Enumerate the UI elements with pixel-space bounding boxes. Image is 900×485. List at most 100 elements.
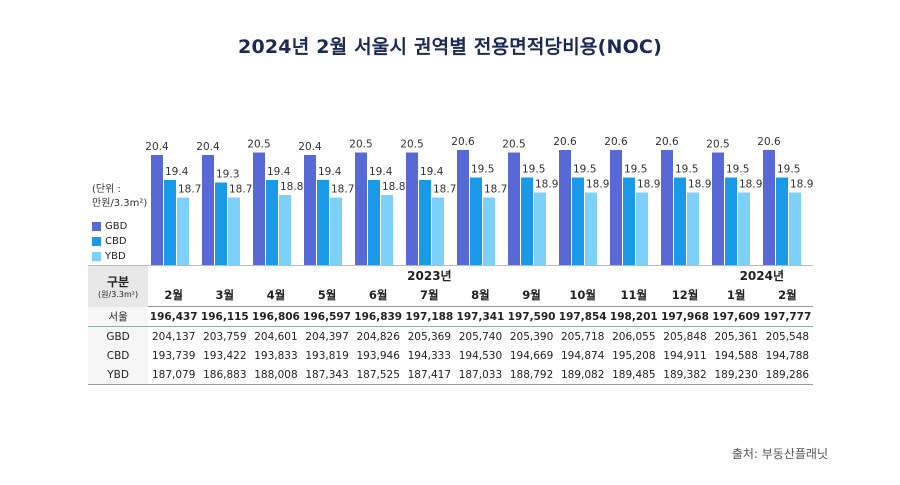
data-label-cbd: 19.4 bbox=[165, 166, 189, 178]
table-cell: 194,530 bbox=[458, 349, 503, 362]
table-cell: 188,008 bbox=[250, 365, 302, 385]
month-header: 2월 bbox=[148, 284, 200, 307]
table-cell: 198,201 bbox=[608, 306, 660, 327]
bar-cbd bbox=[419, 180, 431, 265]
data-label-cbd: 19.5 bbox=[471, 164, 494, 176]
row-label: GBD bbox=[88, 326, 149, 346]
legend-item-ybd: YBD bbox=[92, 249, 127, 264]
data-label-cbd: 19.4 bbox=[267, 166, 291, 178]
bar-ybd bbox=[177, 197, 189, 265]
header-label-text: 구분 bbox=[107, 275, 130, 290]
data-label-cbd: 19.5 bbox=[573, 164, 596, 176]
bar-cbd bbox=[164, 180, 176, 265]
table-cell: 197,854 bbox=[557, 306, 609, 327]
chart-title: 2024년 2월 서울시 권역별 전용면적당비용(NOC) bbox=[238, 36, 662, 58]
bar-ybd bbox=[279, 195, 291, 265]
table-cell: 197,968 bbox=[659, 306, 711, 327]
data-label-gbd: 20.6 bbox=[553, 136, 577, 148]
bar-ybd bbox=[381, 195, 393, 265]
legend: GBD CBD YBD bbox=[92, 219, 127, 264]
table-cell: 205,848 bbox=[663, 330, 707, 343]
table-cell: 193,833 bbox=[254, 349, 298, 362]
bar-chart: 20.4 19.4 18.7 20.4 19.3 18.7 20.5 19.4 18.8 20.4… bbox=[145, 136, 813, 265]
data-label-cbd: 19.3 bbox=[216, 169, 239, 181]
bar-cbd bbox=[368, 180, 380, 265]
bar-ybd bbox=[585, 192, 597, 265]
table-cell: 194,669 bbox=[509, 349, 554, 362]
month-header: 10월 bbox=[557, 284, 609, 307]
table-cell: 205,548 bbox=[765, 330, 810, 343]
bar-ybd bbox=[789, 192, 801, 265]
data-label-ybd: 18.7 bbox=[178, 184, 201, 196]
data-label-gbd: 20.6 bbox=[655, 136, 679, 148]
month-header: 7월 bbox=[403, 284, 455, 307]
table-cell: 196,437 bbox=[148, 306, 200, 327]
table-cell: 187,417 bbox=[403, 365, 455, 385]
data-label-gbd: 20.4 bbox=[196, 141, 220, 153]
table-cell: 205,718 bbox=[560, 330, 605, 343]
data-label-ybd: 18.9 bbox=[637, 179, 660, 191]
data-label-cbd: 19.5 bbox=[624, 164, 647, 176]
row-label: 서울 bbox=[88, 306, 149, 327]
legend-item-cbd: CBD bbox=[92, 234, 127, 249]
table-row: YBD 187,079 186,883 188,008 187,343 187,525 18… bbox=[88, 365, 813, 385]
bar-gbd bbox=[151, 155, 163, 265]
table-row: 서울 196,437 196,115 196,806 196,597 196,839 197… bbox=[88, 306, 813, 327]
data-label-ybd: 18.9 bbox=[586, 179, 609, 191]
month-header: 6월 bbox=[352, 284, 404, 307]
legend-swatch-cbd bbox=[92, 237, 101, 246]
data-label-ybd: 18.7 bbox=[484, 184, 507, 196]
month-row: 2월 3월 4월 5월 6월 7월 8월 9월 10월 11월 12월 1월 2월 bbox=[88, 284, 813, 307]
data-label-cbd: 19.5 bbox=[777, 164, 800, 176]
bar-gbd bbox=[355, 152, 367, 265]
bar-gbd bbox=[304, 155, 316, 265]
table-body: 서울 196,437 196,115 196,806 196,597 196,839 197… bbox=[88, 306, 813, 385]
table-cell: 194,788 bbox=[765, 349, 810, 362]
data-label-gbd: 20.5 bbox=[400, 139, 423, 151]
data-label-gbd: 20.5 bbox=[247, 139, 270, 151]
table-cell: 194,333 bbox=[407, 349, 452, 362]
year-row: 구분 (원/3.3m²) 2023년 2024년 bbox=[88, 265, 813, 307]
year-2023: 2023년 bbox=[148, 265, 711, 284]
table-cell: 188,792 bbox=[506, 365, 558, 385]
table-cell: 197,188 bbox=[403, 306, 455, 327]
data-label-ybd: 18.8 bbox=[280, 181, 303, 193]
bar-ybd bbox=[534, 192, 546, 265]
data-label-gbd: 20.5 bbox=[502, 139, 525, 151]
table-cell: 196,597 bbox=[301, 306, 353, 327]
data-table: 구분 (원/3.3m²) 2023년 2024년 2월 3월 4월 5월 6월 7월 8월 9… bbox=[88, 265, 813, 385]
table-cell: 197,609 bbox=[710, 306, 762, 327]
table-cell: 205,369 bbox=[407, 330, 452, 343]
bar-cbd bbox=[266, 180, 278, 265]
source-note: 출처: 부동산플래닛 bbox=[731, 447, 828, 461]
data-label-ybd: 18.8 bbox=[382, 181, 405, 193]
legend-label-cbd: CBD bbox=[105, 236, 127, 247]
month-header: 1월 bbox=[710, 284, 762, 307]
table-cell: 193,819 bbox=[305, 349, 349, 362]
bar-ybd bbox=[738, 192, 750, 265]
table-cell: 205,390 bbox=[509, 330, 554, 343]
data-label-cbd: 19.5 bbox=[726, 164, 749, 176]
data-label-cbd: 19.4 bbox=[369, 166, 393, 178]
table-cell: 204,826 bbox=[356, 330, 400, 343]
data-label-gbd: 20.5 bbox=[349, 139, 372, 151]
legend-swatch-gbd bbox=[92, 222, 101, 231]
data-label-ybd: 18.9 bbox=[535, 179, 558, 191]
bar-ybd bbox=[483, 197, 495, 265]
unit-label-line2: 만원/3.3m²) bbox=[92, 198, 148, 209]
month-header: 2월 bbox=[761, 284, 813, 307]
bar-gbd bbox=[202, 155, 214, 265]
data-label-gbd: 20.6 bbox=[604, 136, 628, 148]
bar-gbd bbox=[712, 152, 724, 265]
unit-label: (단위 : 만원/3.3m²) bbox=[92, 183, 147, 211]
bar-cbd bbox=[317, 180, 329, 265]
legend-label-ybd: YBD bbox=[105, 251, 126, 262]
bar-cbd bbox=[572, 177, 584, 265]
data-label-ybd: 18.9 bbox=[790, 179, 813, 191]
table-cell: 204,397 bbox=[305, 330, 349, 343]
table-cell: 187,079 bbox=[148, 365, 200, 385]
data-label-ybd: 18.7 bbox=[331, 184, 354, 196]
data-label-gbd: 20.6 bbox=[757, 136, 781, 148]
bar-gbd bbox=[610, 150, 622, 265]
table-cell: 189,485 bbox=[608, 365, 660, 385]
